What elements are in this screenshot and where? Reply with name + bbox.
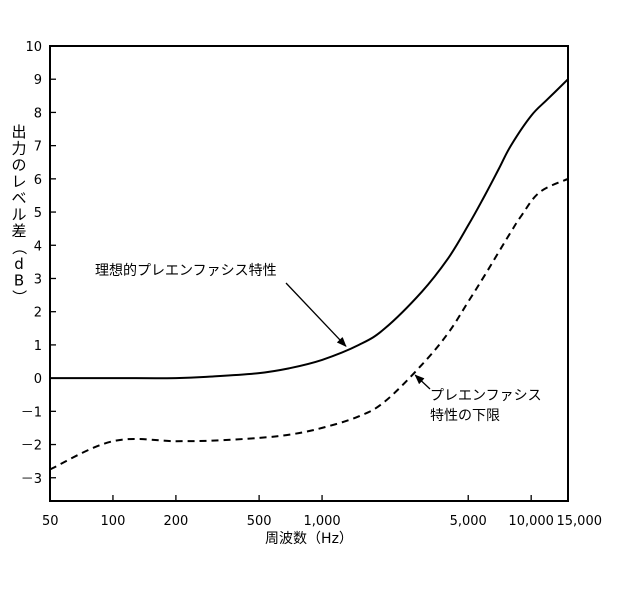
x-axis-ticks: 50 100 200 500 1,000 5,000 10,000 15,000 xyxy=(42,495,602,529)
lower-limit-annotation-line: プレエンファシス xyxy=(430,388,542,404)
y-axis-title-char: ル xyxy=(11,206,26,224)
y-axis-title-char: ベ xyxy=(11,189,26,207)
y-axis-title-char: の xyxy=(11,156,26,174)
y-axis-title-char: 出 xyxy=(11,123,26,141)
y-tick-label: 7 xyxy=(34,140,42,155)
y-tick-label: 1 xyxy=(34,339,42,354)
y-tick-label: 9 xyxy=(34,73,42,88)
y-tick-label: 0 xyxy=(34,372,42,387)
x-tick-label: 10,000 xyxy=(508,514,554,529)
x-tick-label: 200 xyxy=(163,514,188,529)
y-axis-title-char: B xyxy=(14,272,24,290)
y-axis-title-char: 差 xyxy=(11,222,26,240)
plot-frame xyxy=(49,45,569,502)
y-axis-title-char: 力 xyxy=(11,140,26,158)
y-tick-label: 8 xyxy=(34,106,42,121)
lower-limit-dashed-line xyxy=(49,177,569,471)
x-tick-label: 15,000 xyxy=(557,514,603,529)
y-axis-title-char: レ xyxy=(11,173,26,191)
y-tick-label: 6 xyxy=(34,173,42,188)
y-tick-label: 4 xyxy=(34,239,42,254)
x-tick-label: 1,000 xyxy=(303,514,340,529)
y-tick-label: －1 xyxy=(21,405,42,420)
x-axis-title: 周波数（Hz） xyxy=(265,531,353,547)
ideal-curve-arrow xyxy=(285,282,347,347)
x-tick-label: 500 xyxy=(247,514,272,529)
lower-limit-arrow xyxy=(414,374,431,390)
y-tick-label: 2 xyxy=(34,306,42,321)
x-tick-label: 5,000 xyxy=(450,514,487,529)
y-tick-label: 10 xyxy=(25,40,42,55)
y-axis-ticks: －3 －2 －1 0 1 2 3 4 5 6 7 8 9 10 xyxy=(21,40,56,487)
series-layer xyxy=(49,78,569,471)
y-tick-label: －3 xyxy=(21,472,42,487)
y-axis-title-char: （ xyxy=(10,240,28,255)
x-tick-label: 50 xyxy=(42,514,59,529)
ideal-curve-annotation: 理想的プレエンファシス特性 xyxy=(95,263,277,279)
lower-limit-annotation-line: 特性の下限 xyxy=(430,408,500,424)
y-axis-title-char: d xyxy=(14,255,24,273)
y-tick-label: 5 xyxy=(34,206,42,221)
y-tick-label: 3 xyxy=(34,272,42,287)
y-tick-label: －2 xyxy=(21,439,42,454)
y-axis-title-char: ） xyxy=(10,289,28,304)
ideal-solid-line xyxy=(49,78,569,380)
x-tick-label: 100 xyxy=(101,514,126,529)
